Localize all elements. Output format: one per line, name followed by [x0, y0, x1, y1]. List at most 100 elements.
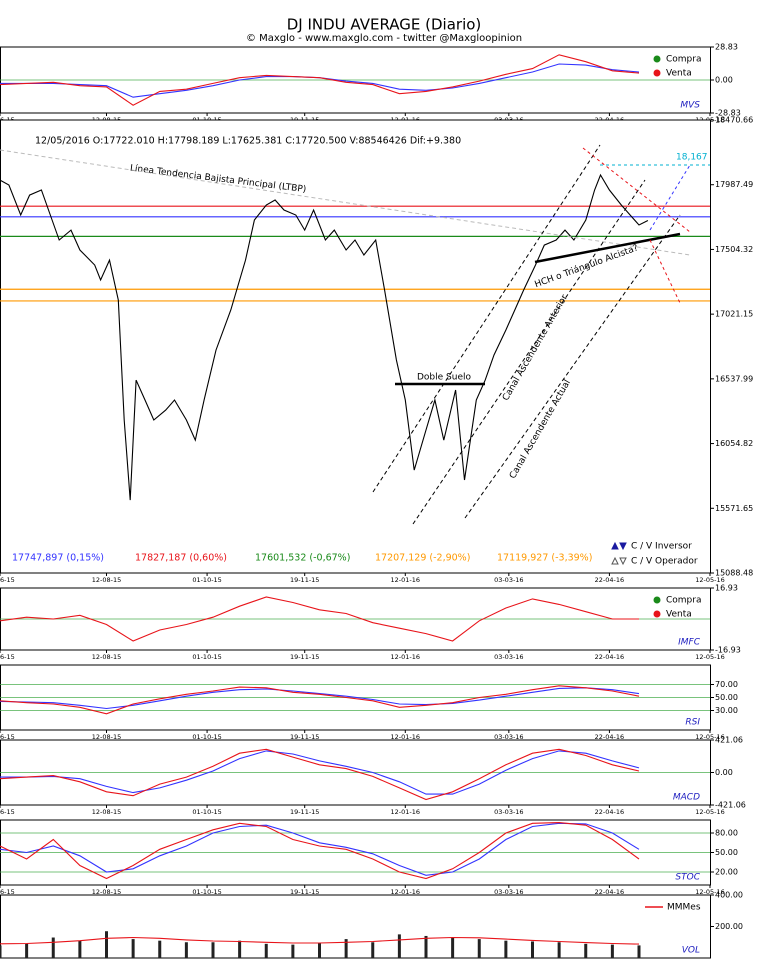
y-tick-label: 17987.49: [715, 180, 753, 189]
volume-bar: [557, 942, 561, 958]
volume-bar: [584, 943, 588, 958]
volume-bar: [371, 942, 375, 958]
x-tick-label: 12-08-15: [92, 808, 122, 816]
x-tick-label: 03-03-16: [494, 808, 524, 816]
volume-bar: [531, 941, 534, 958]
series-line: [0, 596, 639, 642]
info-line: 12/05/2016 O:17722.010 H:17798.189 L:176…: [35, 136, 461, 147]
x-tick-label: 01-10-15: [192, 808, 222, 816]
x-tick-label: 12-05-16: [695, 733, 725, 741]
panel-label: VOL: [682, 946, 700, 956]
level-label: 17601,532 (-0,67%): [255, 553, 350, 564]
level-label: 17207,129 (-2,90%): [375, 553, 470, 564]
panel-label: MVS: [680, 101, 700, 111]
y-tick-label: 200.00: [715, 922, 743, 931]
volume-bar: [0, 945, 2, 958]
y-tick-label: 28.83: [715, 43, 738, 52]
ltbp-line: [0, 149, 691, 256]
x-tick-label: 03-03-16: [494, 576, 524, 584]
volume-bar: [25, 943, 29, 958]
x-tick-label: 6-15: [0, 653, 15, 661]
volume-bar: [51, 937, 55, 958]
legend-label: Compra: [666, 596, 702, 606]
volume-bar: [637, 945, 641, 958]
x-tick-label: 22-04-16: [595, 733, 625, 741]
level-label: 17827,187 (0,60%): [135, 553, 227, 564]
y-tick-label: 18470.66: [715, 116, 753, 125]
series-line: [0, 173, 649, 501]
triangle-top: [582, 147, 691, 233]
x-tick-label: 03-03-16: [494, 888, 524, 896]
y-tick-label: 15571.65: [715, 504, 753, 513]
volume-bar: [211, 942, 215, 958]
y-tick-label: -16.93: [715, 646, 741, 655]
x-tick-label: 6-15: [0, 888, 15, 896]
panel-frame: [0, 119, 711, 574]
volume-bar: [184, 942, 188, 958]
y-tick-label: 17504.32: [715, 245, 753, 254]
volume-bar: [291, 944, 295, 958]
volume-bar: [424, 935, 428, 958]
legend-label: C / V Inversor: [631, 542, 692, 552]
x-tick-label: 6-15: [0, 733, 15, 741]
series-line: [0, 54, 640, 106]
volume-bar: [397, 934, 401, 958]
volume-bar: [477, 939, 481, 958]
y-tick-label: 30.00: [715, 706, 738, 715]
x-tick-label: 12-05-16: [695, 576, 725, 584]
y-tick-label: 17021.15: [715, 310, 753, 319]
legend-label: MMMes: [667, 903, 701, 913]
volume-bar: [610, 944, 614, 958]
legend-marker: [611, 556, 627, 566]
trend-lines: [0, 144, 710, 525]
x-tick-label: 19-11-15: [290, 653, 320, 661]
x-tick-label: 22-04-16: [595, 653, 625, 661]
volume-bar: [264, 943, 268, 958]
volume-bar: [78, 940, 82, 958]
series-line: [0, 750, 640, 795]
level-label: 17747,897 (0,15%): [12, 553, 104, 564]
x-tick-label: 12-08-15: [92, 653, 122, 661]
x-tick-label: 12-01-16: [391, 653, 421, 661]
series-line: [0, 822, 640, 876]
legend-label: Venta: [666, 610, 692, 620]
series-line: [0, 685, 640, 715]
x-tick-label: 19-11-15: [290, 733, 320, 741]
legend-label: Venta: [666, 69, 692, 79]
annotation: 18,167: [676, 153, 708, 163]
legend-label: C / V Operador: [631, 557, 698, 567]
legend-marker: [653, 55, 661, 63]
volume-bar: [105, 931, 108, 958]
chart-title: DJ INDU AVERAGE (Diario): [287, 16, 482, 34]
x-tick-label: 03-03-16: [494, 653, 524, 661]
level-label: 17119,927 (-3,39%): [497, 553, 592, 564]
x-tick-label: 6-15: [0, 808, 15, 816]
x-tick-label: 12-08-15: [92, 576, 122, 584]
y-tick-label: 50.00: [715, 848, 738, 857]
x-tick-label: 12-05-16: [695, 808, 725, 816]
x-tick-label: 12-01-16: [391, 576, 421, 584]
series-line: [0, 687, 640, 710]
series-line: [0, 822, 640, 880]
x-tick-label: 19-11-15: [290, 576, 320, 584]
volume-bar: [344, 939, 348, 958]
y-tick-label: -421.06: [715, 801, 746, 810]
series-line: [0, 936, 640, 945]
y-tick-label: 421.06: [715, 736, 743, 745]
y-tick-label: 16537.99: [715, 374, 753, 383]
x-tick-label: 19-11-15: [290, 888, 320, 896]
x-tick-label: 03-03-16: [494, 733, 524, 741]
legend-marker: [653, 596, 661, 604]
target-arrow: [649, 164, 691, 231]
annotation: Doble Suelo: [417, 373, 472, 383]
x-tick-label: 12-05-16: [695, 888, 725, 896]
y-tick-label: 0.00: [715, 768, 733, 777]
x-tick-label: 22-04-16: [595, 576, 625, 584]
y-tick-label: 16.93: [715, 584, 738, 593]
x-tick-label: 01-10-15: [192, 733, 222, 741]
legend-marker: [653, 610, 661, 618]
triangle-base: [534, 232, 681, 264]
plot-layers: 28.83 0.00 -28.83 6-15 12-08-15 01-10-15 19-11…: [0, 43, 753, 959]
x-tick-label: 12-01-16: [391, 733, 421, 741]
